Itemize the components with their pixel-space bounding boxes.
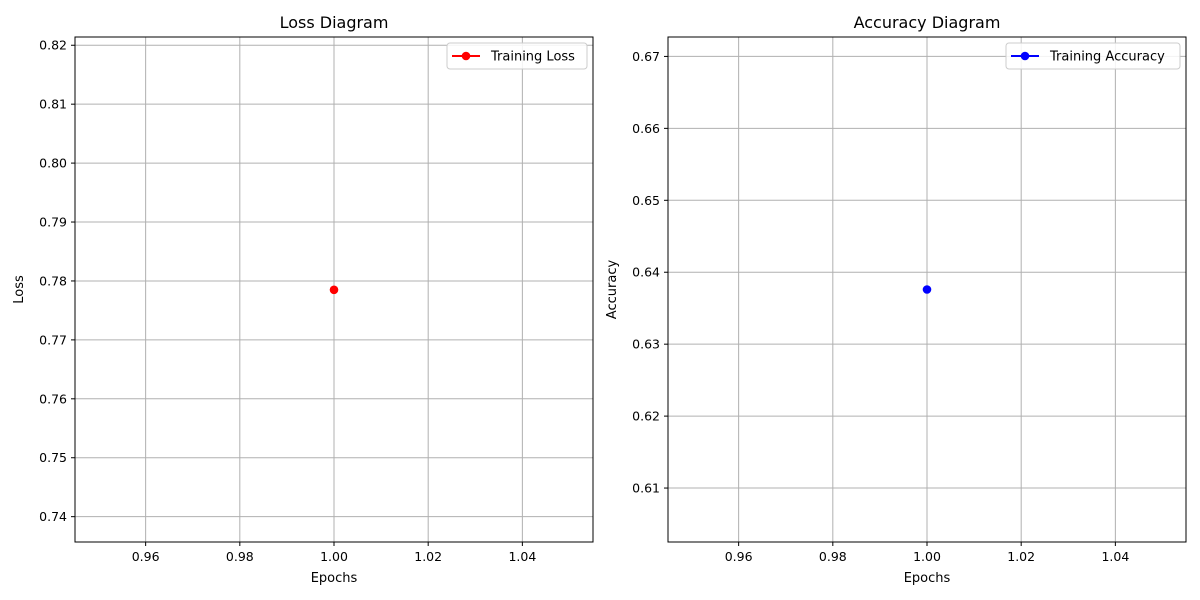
- loss-x-tick-label: 1.00: [320, 549, 348, 564]
- loss-axes-frame: [74, 36, 594, 543]
- loss-y-tick-label: 0.78: [39, 273, 67, 288]
- accuracy-y-tick-label: 0.64: [632, 265, 660, 280]
- accuracy-y-tick-label: 0.63: [632, 337, 660, 352]
- loss-y-tick-label: 0.80: [39, 156, 67, 171]
- loss-legend-marker: [461, 51, 471, 61]
- accuracy-y-axis-label: Accuracy: [605, 260, 620, 320]
- loss-x-tick-label: 0.98: [226, 549, 254, 564]
- accuracy-legend-label: Training Accuracy: [1049, 50, 1165, 65]
- accuracy-x-tick-label: 1.02: [1007, 549, 1035, 564]
- accuracy-y-tick-label: 0.65: [632, 193, 660, 208]
- loss-y-tick-label: 0.76: [39, 391, 67, 406]
- accuracy-x-tick-label: 0.98: [819, 549, 847, 564]
- accuracy-x-tick-label: 0.96: [725, 549, 753, 564]
- accuracy-legend: Training Accuracy: [1005, 42, 1181, 70]
- loss-y-axis-label: Loss: [12, 275, 27, 304]
- accuracy-legend-box: [1005, 42, 1181, 70]
- loss-y-tick-label: 0.79: [39, 215, 67, 230]
- loss-y-tick-label: 0.74: [39, 509, 67, 524]
- accuracy-data-point: [922, 285, 932, 294]
- loss-y-tick-label: 0.77: [39, 332, 67, 347]
- accuracy-y-tick-label: 0.67: [632, 49, 660, 64]
- loss-legend: Training Loss: [446, 42, 588, 70]
- accuracy-x-tick-label: 1.00: [913, 549, 941, 564]
- loss-x-axis-label: Epochs: [311, 571, 358, 586]
- loss-legend-box: [446, 42, 588, 70]
- loss-x-tick-label: 1.02: [414, 549, 442, 564]
- loss-x-tick-label: 1.04: [508, 549, 536, 564]
- loss-chart-panel: 0.96 0.98 1.00 1.02 1.04 0.74 0.75 0.76 0.77 0.78…: [12, 13, 594, 586]
- loss-y-tick-label: 0.82: [39, 38, 67, 53]
- accuracy-legend-marker: [1020, 51, 1030, 61]
- accuracy-y-tick-label: 0.66: [632, 121, 660, 136]
- loss-chart-title: Loss Diagram: [280, 13, 389, 32]
- loss-x-tick-label: 0.96: [132, 549, 160, 564]
- accuracy-chart-panel: 0.96 0.98 1.00 1.02 1.04 0.61 0.62 0.63 0.64 0.65…: [605, 13, 1187, 586]
- loss-y-tick-label: 0.81: [39, 97, 67, 112]
- accuracy-x-axis-label: Epochs: [904, 571, 951, 586]
- accuracy-axes-frame: [667, 36, 1187, 543]
- loss-y-tick-label: 0.75: [39, 450, 67, 465]
- accuracy-y-tick-label: 0.62: [632, 409, 660, 424]
- accuracy-y-tick-label: 0.61: [632, 481, 660, 496]
- loss-legend-label: Training Loss: [490, 50, 575, 65]
- accuracy-x-tick-label: 1.04: [1101, 549, 1129, 564]
- loss-data-point: [329, 285, 339, 295]
- accuracy-chart-title: Accuracy Diagram: [854, 13, 1001, 32]
